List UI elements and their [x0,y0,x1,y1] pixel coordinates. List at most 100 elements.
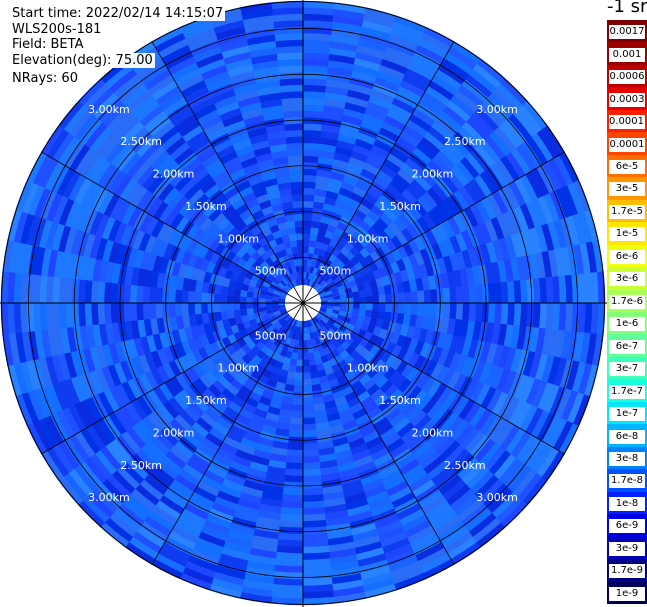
ppi-cell [487,92,514,119]
ppi-cell [110,302,119,324]
ppi-cell [431,155,452,175]
ppi-cell [212,571,245,587]
ppi-cell [150,219,165,238]
ppi-cell [391,292,399,304]
ppi-cell [526,303,535,328]
ppi-cell [304,278,309,286]
ppi-cell [170,525,199,544]
ppi-cell [336,221,348,232]
ppi-cell [436,332,448,349]
ppi-cell [130,452,153,475]
ppi-cell [242,320,252,329]
ppi-cell [354,251,365,263]
ppi-cell [289,174,304,183]
ppi-cell [516,231,530,257]
ppi-cell [257,158,275,170]
ppi-cell [306,333,311,341]
ppi-cell [191,421,209,438]
ppi-cell [311,383,322,392]
ppi-cell [215,446,236,462]
ppi-cell [295,265,300,273]
colorbar-tick-label: 1e-5 [609,227,645,242]
ppi-cell [165,450,187,470]
ppi-cell [144,215,160,236]
ppi-cell [241,579,274,591]
ppi-cell [455,303,464,321]
ppi-cell [125,457,149,480]
ppi-cell [370,89,396,105]
ppi-cell [340,120,362,133]
ppi-cell [143,515,172,537]
ppi-cell [197,360,211,375]
ppi-cell [155,499,182,521]
ppi-cell [402,256,413,270]
azimuth-spoke [302,151,565,304]
ppi-cell [453,319,463,337]
ppi-cell [375,519,403,536]
ppi-cell [284,123,304,132]
ppi-cell [363,401,379,415]
colorbar-tick-label: 0.001 [609,47,645,62]
ppi-cell [449,235,462,255]
ppi-cell [274,427,290,437]
colorbar-swatch: 0.001 [607,42,647,66]
ppi-cell [401,336,413,351]
ppi-cell [130,319,141,340]
ppi-cell [479,341,492,364]
ppi-cell [162,362,176,380]
ppi-cell [382,432,402,448]
ppi-cell [156,271,166,289]
ppi-cell [359,296,367,304]
ppi-cell [302,590,334,599]
ppi-cell [333,592,366,604]
ppi-cell [179,178,197,196]
ppi-cell [322,203,335,213]
ppi-cell [100,134,123,160]
ppi-cell [7,302,16,334]
ppi-cell [219,441,238,456]
ppi-cell [329,560,360,572]
ppi-cell [479,139,501,164]
ppi-cell [162,489,188,509]
ppi-cell [343,241,355,252]
ppi-cell [500,303,509,326]
ppi-cell [485,342,498,366]
ppi-cell [254,522,280,534]
ppi-cell [79,180,98,207]
ppi-cell [200,525,228,542]
ppi-cell [306,339,313,347]
ppi-cell [298,258,304,266]
ppi-cell [256,246,267,257]
ppi-cell [119,359,134,382]
colorbar-tick-label: 6e-6 [609,249,645,264]
ppi-cell [450,165,470,187]
ppi-cell [313,316,320,324]
ppi-cell [99,445,122,471]
colorbar-swatch: 1.7e-5 [607,199,647,223]
ppi-cell [513,280,522,304]
ppi-cell [175,372,190,390]
ppi-cell [290,352,298,360]
ppi-cell [418,418,437,437]
ppi-cell [47,248,59,277]
ppi-cell [316,169,332,179]
ppi-cell [404,291,412,304]
ppi-cell [565,360,580,392]
ppi-cell [206,76,233,92]
ppi-cell [424,229,438,247]
azimuth-spoke [41,302,304,455]
ppi-cell [332,15,365,27]
ppi-cell [442,303,451,319]
ppi-cell [537,382,554,411]
ppi-cell [474,303,483,323]
ppi-cell [358,373,372,386]
ppi-cell [329,171,345,182]
ppi-cell [217,375,231,389]
ppi-cell [323,275,332,283]
ppi-cell [277,354,286,364]
ppi-cell [309,233,318,242]
ppi-cell [136,189,153,211]
ppi-cell [243,364,255,376]
ppi-cell [15,331,27,364]
ppi-cell [455,161,475,183]
